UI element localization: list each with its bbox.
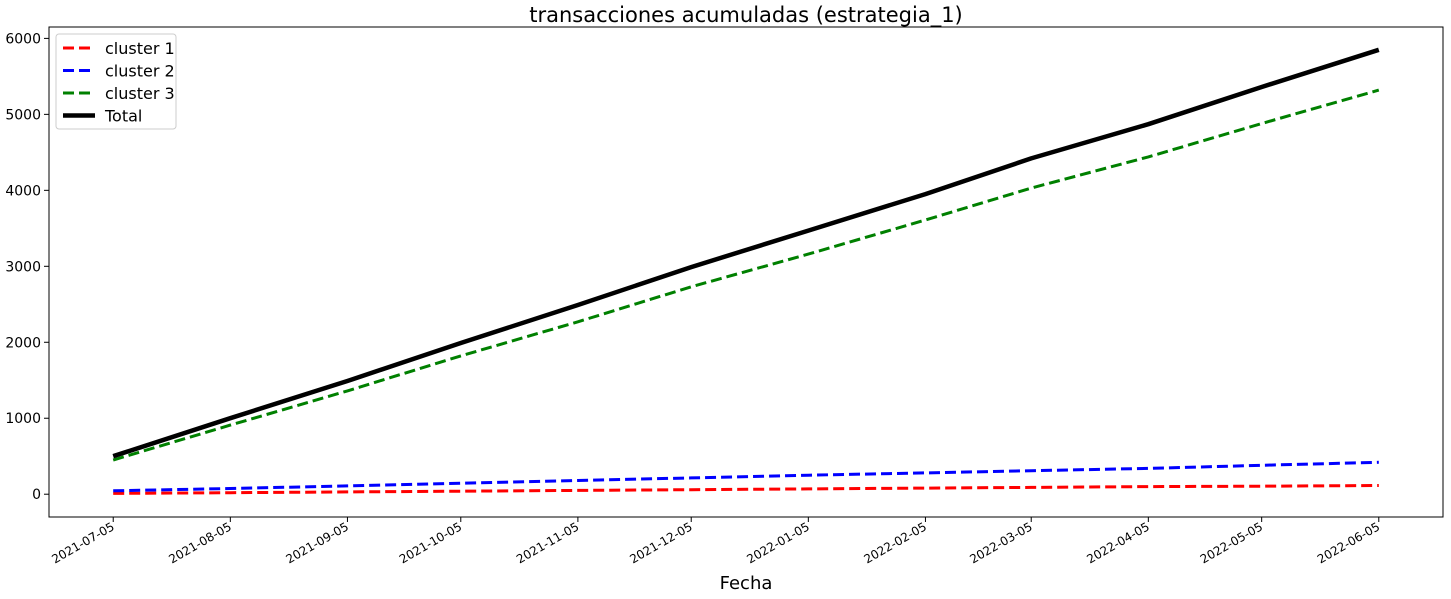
x-axis-label: Fecha	[720, 573, 773, 594]
y-tick-label: 4000	[5, 183, 41, 199]
legend-frame	[55, 33, 177, 130]
x-tick-label: 2022-03-05	[967, 519, 1034, 566]
legend-label: cluster 2	[105, 62, 175, 81]
x-tick-label: 2022-06-05	[1315, 519, 1382, 566]
legend: cluster 1 cluster 2 cluster 3 Total	[55, 33, 177, 130]
x-tick-label: 2022-01-05	[744, 519, 811, 566]
x-tick-label: 2021-08-05	[166, 519, 233, 566]
series-line-cluster-1	[113, 484, 1379, 495]
x-tick-label: 2022-05-05	[1198, 519, 1265, 566]
x-tick-label: 2021-12-05	[627, 519, 694, 566]
legend-label: cluster 1	[105, 39, 175, 58]
x-tick-label: 2021-10-05	[397, 519, 464, 566]
y-tick-label: 0	[32, 487, 41, 503]
x-tick-label: 2022-04-05	[1084, 519, 1151, 566]
legend-label: Total	[104, 107, 142, 126]
chart-title: transacciones acumuladas (estrategia_1)	[529, 3, 963, 28]
y-tick-label: 5000	[5, 107, 41, 123]
series-line-total	[112, 47, 1380, 459]
x-tick-label: 2021-11-05	[514, 519, 581, 566]
series-lines	[112, 47, 1380, 495]
x-tick-label: 2021-09-05	[284, 519, 351, 566]
x-tick-label: 2022-02-05	[862, 519, 929, 566]
x-axis: 2021-07-05 2021-08-05 2021-09-05 2021-10-05…	[49, 517, 1382, 566]
series-line-cluster-2	[113, 460, 1379, 493]
y-tick-label: 2000	[5, 335, 41, 351]
plot-area	[48, 26, 1444, 518]
x-tick-label: 2021-07-05	[49, 519, 116, 566]
y-axis: 0 1000 2000 3000 4000 5000 6000	[5, 31, 49, 503]
y-tick-label: 6000	[5, 31, 41, 47]
series-line-cluster-3	[112, 88, 1380, 462]
legend-label: cluster 3	[105, 84, 175, 103]
y-tick-label: 1000	[5, 411, 41, 427]
y-tick-label: 3000	[5, 259, 41, 275]
